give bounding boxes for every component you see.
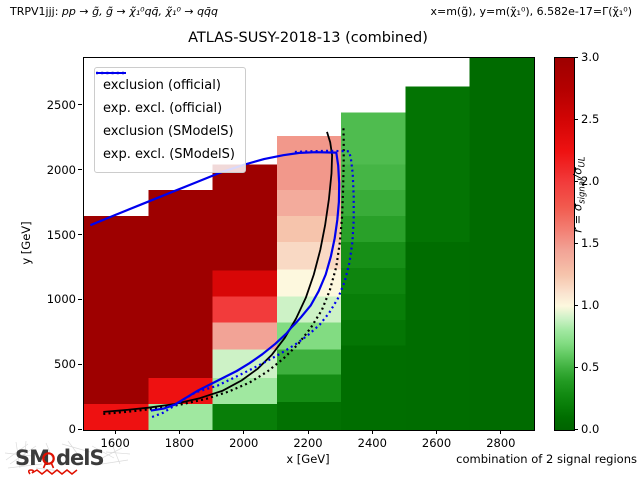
- plot-area: exclusion (official) exp. excl. (official…: [83, 57, 535, 431]
- heatmap-cell: [212, 164, 277, 271]
- x-axis-label: x [GeV]: [286, 452, 330, 466]
- x-tick: [371, 430, 373, 434]
- model-annotation-process: pp → g̃, g̃ → χ̃₁⁰qq̄, χ̃₁⁰ → qq̄q: [61, 5, 219, 18]
- colorbar-label: r = σsignal/σUL: [570, 156, 588, 233]
- plot-title: ATLAS-SUSY-2018-13 (combined): [188, 30, 428, 46]
- y-tick-label: 1500: [46, 227, 76, 242]
- heatmap-cell: [341, 293, 406, 320]
- heatmap-cell: [341, 112, 406, 165]
- model-annotation-prefix: TRPV1jjj:: [10, 5, 59, 18]
- heatmap-cell: [212, 322, 277, 350]
- heatmap-cell: [212, 404, 277, 430]
- colorbar-tick: [574, 428, 578, 430]
- colorbar-tick-label: 2.0: [581, 174, 600, 188]
- legend-line-sample: [96, 71, 126, 75]
- y-tick-label: 2000: [46, 162, 76, 177]
- heatmap-cell: [405, 86, 470, 243]
- y-tick: [78, 428, 82, 430]
- colorbar: [554, 57, 575, 431]
- heatmap-cell: [469, 58, 534, 430]
- colorbar-tick-label: 0.0: [581, 422, 600, 436]
- logo-scribble-background: [4, 440, 131, 472]
- legend-item-label: exp. excl. (official): [103, 101, 223, 116]
- colorbar-tick: [574, 304, 578, 306]
- colorbar-tick-label: 3.0: [581, 50, 600, 64]
- x-tick-label: 2200: [293, 436, 323, 450]
- x-tick: [178, 430, 180, 434]
- x-tick-label: 2800: [486, 436, 516, 450]
- heatmap-cell: [84, 216, 149, 405]
- colorbar-tick: [574, 56, 578, 58]
- legend-item-label: exp. excl. (SModelS): [103, 147, 235, 162]
- signal-regions-note: combination of 2 signal regions: [456, 452, 637, 466]
- smodels-logo: SM delS: [4, 440, 131, 475]
- heatmap-cell: [341, 319, 406, 346]
- heatmap-cell: [212, 270, 277, 297]
- y-tick: [78, 234, 82, 236]
- x-tick-label: 2000: [229, 436, 259, 450]
- x-tick: [114, 430, 116, 434]
- colorbar-tick-label: 2.5: [581, 112, 600, 126]
- heatmap-cell: [276, 349, 342, 375]
- legend-item: exp. excl. (official): [96, 71, 235, 120]
- y-tick-label: 1000: [46, 292, 76, 307]
- heatmap-cell: [212, 296, 277, 323]
- colorbar-tick: [574, 366, 578, 368]
- logo-text-right: delS: [56, 446, 104, 470]
- x-tick: [500, 430, 502, 434]
- heatmap-cell: [276, 402, 342, 430]
- heatmap-cell: [212, 349, 277, 379]
- colorbar-tick-label: 1.0: [581, 298, 600, 312]
- heatmap-cell: [405, 242, 470, 430]
- legend-box: exclusion (official) exp. excl. (official…: [94, 67, 246, 173]
- colorbar-tick: [574, 242, 578, 244]
- heatmap-cell: [341, 190, 406, 217]
- heatmap-cell: [341, 345, 406, 430]
- y-tick: [78, 169, 82, 171]
- legend-line-sample: [96, 72, 126, 74]
- logo-o-creature: [42, 452, 55, 469]
- heatmap-cell: [276, 216, 342, 243]
- legend-item-label: exclusion (SModelS): [103, 124, 234, 139]
- parameters-annotation: x=m(g̃), y=m(χ̃₁⁰), 6.582e-17=Γ(χ̃₁⁰): [430, 5, 632, 18]
- x-tick: [307, 430, 309, 434]
- heatmap-cell: [148, 404, 213, 430]
- y-tick-label: 2500: [46, 97, 76, 112]
- colorbar-tick-label: 1.5: [581, 236, 600, 250]
- heatmap-cell: [276, 374, 342, 403]
- y-tick-label: 0: [68, 422, 76, 436]
- heatmap-cell: [341, 267, 406, 294]
- y-tick: [78, 363, 82, 365]
- heatmap-cell: [276, 190, 342, 217]
- heatmap-cell: [148, 190, 213, 379]
- heatmap-cell: [276, 296, 342, 323]
- x-tick-label: 1800: [164, 436, 195, 450]
- curve-exp-excl-smodels: [151, 149, 355, 419]
- heatmap-cell: [276, 322, 342, 350]
- x-tick-label: 2400: [357, 436, 387, 450]
- x-tick-label: 2600: [421, 436, 452, 450]
- heatmap-cell: [341, 164, 406, 191]
- x-tick: [243, 430, 245, 434]
- legend-item: exp. excl. (SModelS): [96, 71, 235, 166]
- legend-item-label: exclusion (official): [103, 78, 221, 93]
- x-tick: [436, 430, 438, 434]
- x-tick-label: 1600: [100, 436, 130, 450]
- y-axis-label: y [GeV]: [19, 221, 33, 265]
- heatmap-cell: [341, 242, 406, 268]
- y-tick: [78, 104, 82, 106]
- model-annotation: TRPV1jjj: pp → g̃, g̃ → χ̃₁⁰qq̄, χ̃₁⁰ → …: [10, 5, 218, 18]
- logo-squiggle: [27, 469, 78, 475]
- legend-item: exclusion (SModelS): [96, 72, 235, 143]
- y-tick: [78, 298, 82, 300]
- heatmap-cell: [341, 216, 406, 243]
- heatmap-cell: [276, 269, 342, 297]
- y-tick-label: 500: [54, 357, 76, 372]
- colorbar-tick: [574, 180, 578, 182]
- colorbar-tick-label: 0.5: [581, 360, 600, 374]
- colorbar-tick: [574, 118, 578, 120]
